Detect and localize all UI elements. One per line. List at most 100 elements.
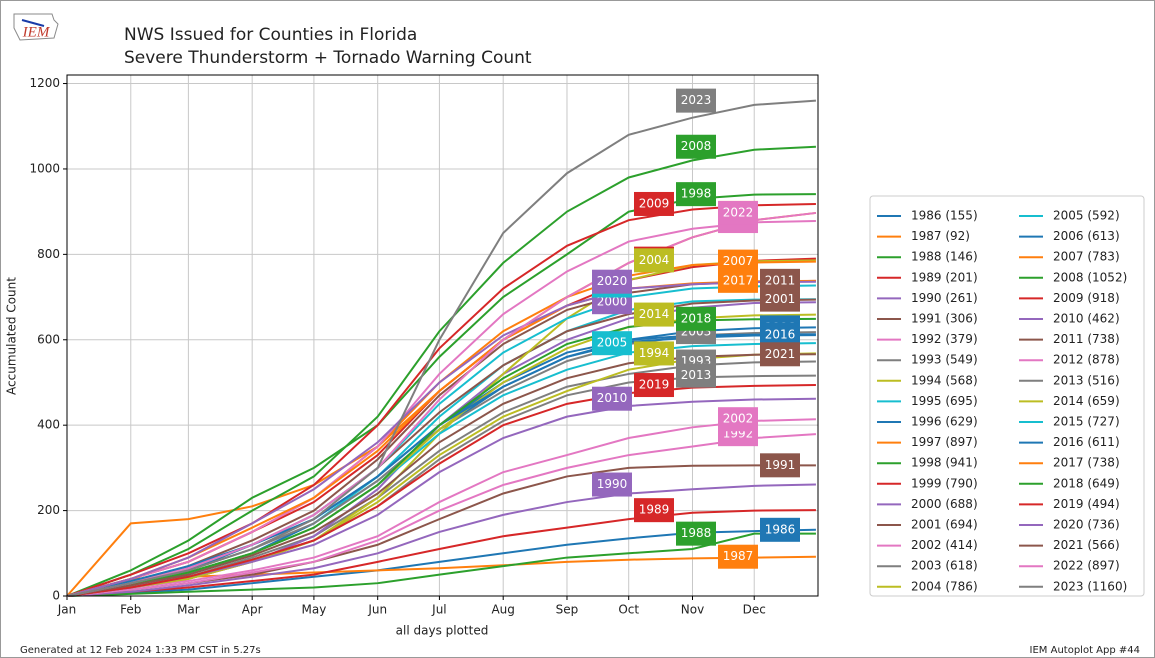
series-end-label: 2007 bbox=[718, 249, 758, 274]
label-text: 2011 bbox=[765, 273, 796, 287]
label-box bbox=[676, 306, 716, 331]
label-box bbox=[718, 407, 758, 432]
series-end-label: 2013 bbox=[676, 363, 716, 388]
label-box bbox=[760, 342, 800, 367]
footer-right: IEM Autoplot App #44 bbox=[1030, 645, 1140, 656]
legend-label: 2014 (659) bbox=[1053, 394, 1120, 408]
label-box bbox=[676, 134, 716, 159]
legend-label: 2002 (414) bbox=[911, 538, 978, 552]
series-end-label: 1987 bbox=[718, 544, 758, 569]
legend-label: 2013 (516) bbox=[1053, 373, 1120, 387]
label-box bbox=[718, 249, 758, 274]
legend-label: 2008 (1052) bbox=[1053, 270, 1127, 284]
y-tick-label: 600 bbox=[37, 332, 60, 346]
legend-label: 2022 (897) bbox=[1053, 559, 1120, 573]
label-text: 2014 bbox=[639, 307, 670, 321]
label-box bbox=[718, 268, 758, 293]
series-line bbox=[66, 280, 816, 597]
series-end-label: 2005 bbox=[592, 331, 632, 356]
legend-label: 2015 (727) bbox=[1053, 415, 1120, 429]
label-text: 2005 bbox=[597, 336, 628, 350]
label-box bbox=[676, 88, 716, 113]
x-tick-label: Jun bbox=[367, 603, 387, 617]
legend-label: 2003 (618) bbox=[911, 559, 978, 573]
label-box bbox=[718, 200, 758, 225]
label-text: 2007 bbox=[723, 254, 754, 268]
label-text: 2000 bbox=[597, 295, 628, 309]
x-tick-label: Nov bbox=[681, 603, 704, 617]
x-tick-label: Apr bbox=[242, 603, 263, 617]
label-text: 2002 bbox=[723, 412, 754, 426]
series-line bbox=[66, 532, 816, 597]
legend-label: 2020 (736) bbox=[1053, 518, 1120, 532]
y-tick-label: 200 bbox=[37, 503, 60, 517]
label-box bbox=[592, 472, 632, 497]
label-box bbox=[592, 386, 632, 411]
legend-label: 2021 (566) bbox=[1053, 538, 1120, 552]
legend-label: 2006 (613) bbox=[1053, 229, 1120, 243]
label-text: 1998 bbox=[681, 187, 712, 201]
legend-label: 1988 (146) bbox=[911, 250, 978, 264]
legend-label: 1994 (568) bbox=[911, 373, 978, 387]
label-box bbox=[634, 498, 674, 523]
label-box bbox=[592, 331, 632, 356]
series-end-label: 1990 bbox=[592, 472, 632, 497]
x-tick-label: Feb bbox=[120, 603, 141, 617]
label-box bbox=[760, 453, 800, 478]
legend-label: 1992 (379) bbox=[911, 332, 978, 346]
series-end-label: 2017 bbox=[718, 268, 758, 293]
series-end-label: 2014 bbox=[634, 302, 674, 327]
series-end-label: 1988 bbox=[676, 521, 716, 546]
label-text: 1989 bbox=[639, 503, 670, 517]
series-line bbox=[66, 509, 816, 597]
legend-label: 2016 (611) bbox=[1053, 435, 1120, 449]
logo: IEM bbox=[13, 13, 59, 41]
plot-border bbox=[66, 74, 819, 597]
legend-label: 2011 (738) bbox=[1053, 332, 1120, 346]
label-text: 2013 bbox=[681, 368, 712, 382]
x-tick-label: Mar bbox=[177, 603, 200, 617]
label-text: 1986 bbox=[765, 522, 796, 536]
label-box bbox=[718, 544, 758, 569]
label-text: 2010 bbox=[597, 391, 628, 405]
logo-text: IEM bbox=[22, 24, 51, 40]
x-tick-label: Dec bbox=[743, 603, 766, 617]
series-line bbox=[66, 483, 816, 597]
label-box bbox=[634, 248, 674, 273]
label-text: 1987 bbox=[723, 549, 754, 563]
legend-label: 2018 (649) bbox=[1053, 476, 1120, 490]
y-axis-label: Accumulated Count bbox=[5, 277, 19, 395]
label-text: 2008 bbox=[681, 139, 712, 153]
series-end-label: 1991 bbox=[760, 453, 800, 478]
label-text: 2019 bbox=[639, 378, 670, 392]
series-line bbox=[66, 418, 816, 597]
series-end-label: 2008 bbox=[676, 134, 716, 159]
legend-label: 2009 (918) bbox=[1053, 291, 1120, 305]
label-text: 1988 bbox=[681, 526, 712, 540]
series-end-label: 2021 bbox=[760, 342, 800, 367]
footer-left: Generated at 12 Feb 2024 1:33 PM CST in … bbox=[20, 645, 261, 656]
y-tick-label: 0 bbox=[52, 589, 60, 603]
x-tick-label: Sep bbox=[556, 603, 579, 617]
series-end-label: 2009 bbox=[634, 191, 674, 216]
chart-subtitle: Severe Thunderstorm + Tornado Warning Co… bbox=[124, 48, 532, 68]
legend-label: 2012 (878) bbox=[1053, 353, 1120, 367]
series-end-label: 1986 bbox=[760, 517, 800, 542]
series-line bbox=[66, 99, 817, 597]
legend: 1986 (155) 1987 (92) 1988 (146) 1989 (201) 1… bbox=[869, 195, 1145, 597]
series-end-label: 1989 bbox=[634, 498, 674, 523]
label-text: 2023 bbox=[681, 93, 712, 107]
label-text: 1991 bbox=[765, 458, 796, 472]
series-line bbox=[66, 202, 816, 597]
label-box bbox=[760, 517, 800, 542]
label-box bbox=[676, 363, 716, 388]
legend-label: 1987 (92) bbox=[911, 229, 970, 243]
legend-label: 2010 (462) bbox=[1053, 312, 1120, 326]
series-end-label: 2023 bbox=[676, 88, 716, 113]
label-box bbox=[634, 341, 674, 366]
y-tick-label: 1000 bbox=[29, 161, 60, 175]
x-tick-label: Jul bbox=[431, 603, 446, 617]
legend-label: 2004 (786) bbox=[911, 579, 978, 593]
label-text: 2020 bbox=[597, 274, 628, 288]
label-text: 2021 bbox=[765, 347, 796, 361]
